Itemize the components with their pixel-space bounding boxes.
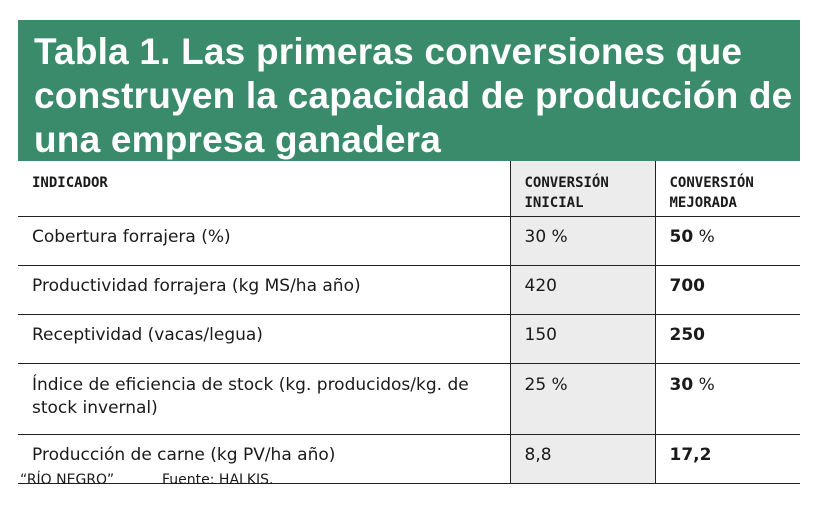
row: Producción de carne (kg PV/ha año) 8,8 1… — [18, 434, 800, 484]
improved: 30 % — [655, 363, 800, 435]
row: Productividad forrajera (kg MS/ha año) 4… — [18, 265, 800, 315]
improved-value: 17,2 — [669, 445, 712, 465]
column-header: INDICADOR — [18, 161, 511, 217]
indicator: Producción de carne (kg PV/ha año) — [18, 434, 511, 484]
title-banner: Tabla 1. Las primeras conversiones que c… — [18, 20, 800, 161]
improved: 17,2 — [655, 434, 800, 484]
improved: 250 — [655, 314, 800, 364]
initial: 420 — [510, 265, 656, 315]
row: Cobertura forrajera (%) 30 % 50 % — [18, 216, 800, 266]
source: Fuente: HALKIS. — [162, 472, 274, 488]
indicator: Índice de eficiencia de stock (kg. produ… — [18, 363, 511, 435]
initial: 30 % — [510, 216, 656, 266]
row: Receptividad (vacas/legua) 150 250 — [18, 314, 800, 364]
initial: 150 — [510, 314, 656, 364]
improved-unit: % — [698, 375, 715, 395]
column-header: CONVERSIÓN INICIAL — [510, 161, 656, 217]
initial: 25 % — [510, 363, 656, 435]
initial: 8,8 — [510, 434, 656, 484]
indicator: Receptividad (vacas/legua) — [18, 314, 511, 364]
improved-unit: % — [698, 227, 715, 247]
source-credit: “RÍO NEGRO” — [20, 472, 115, 488]
indicator: Productividad forrajera (kg MS/ha año) — [18, 265, 511, 315]
column-header: CONVERSIÓN MEJORADA — [655, 161, 800, 217]
improved: 50 % — [655, 216, 800, 266]
header-row: INDICADOR CONVERSIÓN INICIAL CONVERSIÓN … — [18, 161, 800, 217]
improved-value: 50 — [669, 227, 694, 247]
improved-value: 700 — [669, 276, 706, 296]
indicator: Cobertura forrajera (%) — [18, 216, 511, 266]
row: Índice de eficiencia de stock (kg. produ… — [18, 363, 800, 435]
improved-value: 250 — [669, 325, 706, 345]
improved: 700 — [655, 265, 800, 315]
title: Tabla 1. Las primeras conversiones que c… — [34, 31, 793, 160]
data-table: INDICADOR CONVERSIÓN INICIAL CONVERSIÓN … — [18, 161, 800, 484]
improved-value: 30 — [669, 375, 694, 395]
